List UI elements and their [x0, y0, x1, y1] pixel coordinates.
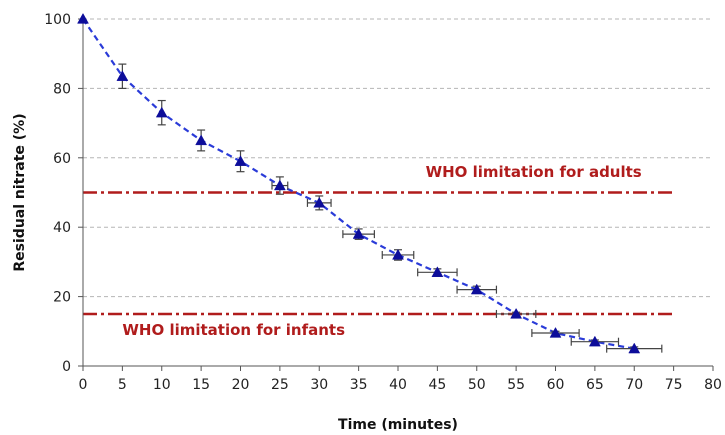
x-tick-label: 20	[232, 377, 250, 393]
data-point	[588, 335, 601, 347]
y-tick-label: 60	[53, 151, 71, 167]
y-axis-label: Residual nitrate (%)	[12, 113, 28, 271]
x-tick-label: 5	[118, 377, 127, 393]
series-line	[82, 18, 635, 350]
data-point	[470, 283, 483, 295]
data-point	[313, 196, 326, 208]
x-tick-label: 80	[704, 377, 722, 393]
x-tick-label: 35	[350, 377, 368, 393]
x-tick-label: 10	[153, 377, 171, 393]
y-tick-label: 100	[44, 12, 71, 28]
data-point	[155, 106, 168, 118]
data-point	[273, 179, 286, 191]
adults-limit-label: WHO limitation for adults	[426, 163, 642, 181]
x-ticks: 0 5 10 15 20 25 30 35 40 45 50 55 60 65 70 75 80	[79, 366, 722, 393]
data-point	[352, 228, 365, 239]
data-point	[116, 70, 129, 81]
y-tick-label: 40	[53, 220, 71, 236]
x-tick-label: 55	[507, 377, 525, 393]
x-axis-label: Time (minutes)	[338, 417, 458, 433]
x-tick-label: 60	[547, 377, 565, 393]
data-point	[392, 248, 404, 260]
data-point	[77, 12, 89, 24]
y-tick-label: 20	[53, 290, 71, 306]
x-tick-label: 15	[192, 377, 210, 393]
data-point	[195, 134, 208, 146]
data-point	[510, 307, 523, 319]
data-point	[234, 155, 247, 166]
data-point	[431, 266, 444, 277]
grid-lines	[83, 18, 713, 298]
x-tick-label: 50	[468, 377, 486, 393]
x-tick-label: 30	[310, 377, 328, 393]
data-series	[77, 12, 663, 354]
x-tick-label: 70	[625, 377, 643, 393]
y-tick-label: 0	[62, 359, 71, 375]
reference-lines	[83, 191, 674, 316]
x-tick-label: 0	[79, 377, 88, 393]
x-tick-label: 65	[586, 377, 604, 393]
x-tick-label: 25	[271, 377, 289, 393]
y-ticks: 0 20 40 60 80 100	[44, 12, 83, 375]
x-tick-label: 75	[665, 377, 683, 393]
y-tick-label: 80	[53, 81, 71, 97]
data-point	[549, 327, 562, 338]
infants-limit-label: WHO limitation for infants	[122, 321, 345, 339]
data-point	[628, 342, 641, 354]
x-tick-label: 40	[389, 377, 407, 393]
x-tick-label: 45	[428, 377, 446, 393]
